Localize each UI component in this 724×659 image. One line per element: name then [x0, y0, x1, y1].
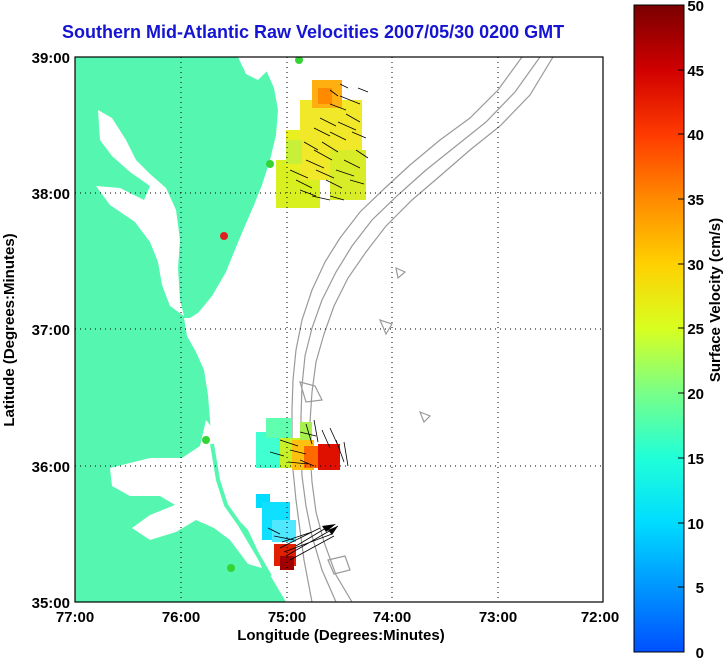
colorbar-tick-label: 45 — [687, 63, 704, 80]
x-tick-label: 74:00 — [373, 609, 411, 626]
velocity-field-north — [276, 80, 366, 208]
colorbar-tick-label: 10 — [687, 516, 704, 533]
colorbar-tick-label: 50 — [687, 0, 704, 15]
colorbar-tick-label: 40 — [687, 127, 704, 144]
station-marker — [266, 160, 274, 168]
y-tick-label: 39:00 — [32, 50, 70, 67]
bathymetry-contours — [291, 57, 554, 602]
pamlico-sound — [110, 420, 262, 568]
colorbar-tick-label: 15 — [687, 451, 704, 468]
x-tick-label: 76:00 — [162, 609, 200, 626]
colorbar-tick-label: 0 — [696, 645, 704, 659]
delaware-bay — [238, 57, 268, 80]
map-title: Southern Mid-Atlantic Raw Velocities 200… — [62, 22, 565, 42]
vector-arrowheads — [322, 524, 338, 535]
colorbar-label: Surface Velocity (cm/s) — [707, 218, 724, 382]
station-marker — [202, 436, 210, 444]
station-marker — [295, 57, 303, 64]
colorbar-tick-label: 30 — [687, 257, 704, 274]
y-tick-label: 38:00 — [32, 186, 70, 203]
y-axis-label: Latitude (Degrees:Minutes) — [1, 233, 18, 426]
x-tick-label: 72:00 — [581, 609, 619, 626]
x-tick-label: 77:00 — [56, 609, 94, 626]
station-marker — [220, 232, 228, 240]
colorbar-tick-label: 35 — [687, 192, 704, 209]
station-marker — [227, 564, 235, 572]
outer-banks — [210, 443, 272, 578]
colorbar — [633, 4, 685, 653]
x-tick-label: 73:00 — [479, 609, 517, 626]
x-axis-label: Longitude (Degrees:Minutes) — [237, 627, 445, 644]
colorbar-ticks — [678, 4, 684, 588]
x-tick-label: 75:00 — [268, 609, 306, 626]
velocity-vectors — [267, 83, 369, 561]
plot-frame — [74, 56, 604, 603]
grid-lines — [75, 57, 603, 602]
y-tick-label: 35:00 — [32, 595, 70, 612]
colorbar-tick-label: 5 — [696, 580, 704, 597]
colorbar-tick-label: 20 — [687, 386, 704, 403]
colorbar-tick-label: 25 — [687, 321, 704, 338]
y-tick-label: 36:00 — [32, 459, 70, 476]
y-tick-label: 37:00 — [32, 322, 70, 339]
radar-stations — [202, 57, 303, 572]
chesapeake-bay — [96, 110, 184, 316]
